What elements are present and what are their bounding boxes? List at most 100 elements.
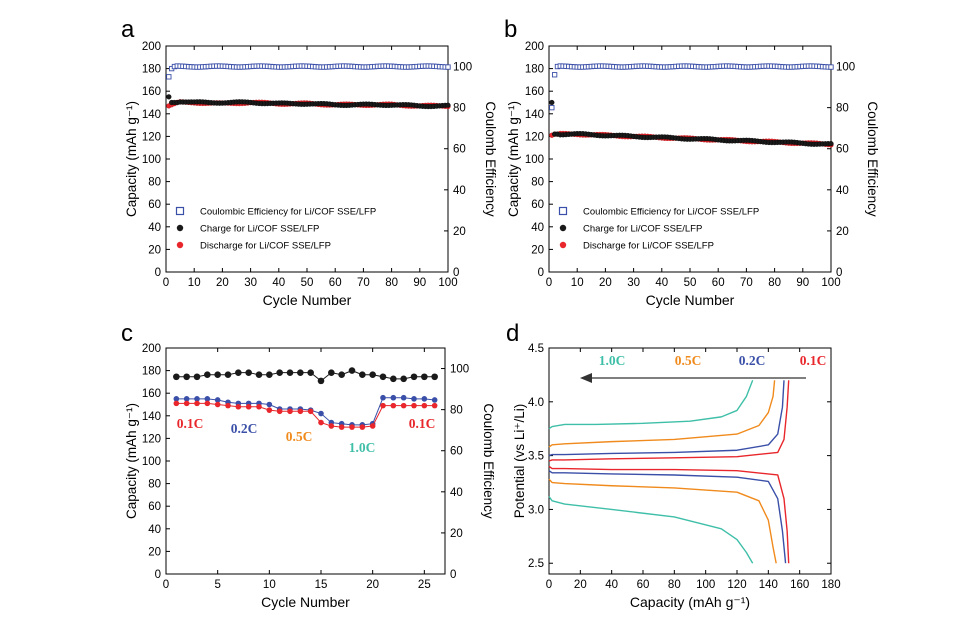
x-tick-label: 25 (418, 579, 431, 591)
plot-frame (548, 45, 832, 273)
x-tick-label: 0 (163, 277, 169, 289)
x-tick-label: 60 (637, 579, 650, 591)
x-axis-label: Capacity (mAh g⁻¹) (630, 594, 750, 610)
x-tick-label: 120 (727, 579, 746, 591)
y-tick-label: 160 (142, 388, 161, 400)
y-tick-label: 200 (142, 343, 161, 355)
x-tick-label: 100 (696, 579, 715, 591)
charge-curve (548, 380, 785, 457)
data-point (235, 369, 242, 376)
data-point (193, 373, 201, 381)
y-tick-label: 140 (525, 109, 544, 121)
data-point (410, 373, 418, 381)
x-tick-label: 60 (329, 277, 342, 289)
x-tick-label: 70 (357, 277, 370, 289)
y-tick-label: 20 (148, 244, 161, 256)
y-tick-label: 40 (148, 524, 161, 536)
rate-label: 0.1C (800, 353, 827, 368)
legend: Coulombic Efficiency for Li/COF SSE/LFP C… (175, 207, 376, 252)
x-tick-label: 5 (214, 579, 220, 591)
x-tick-label: 0 (546, 579, 552, 591)
discharge-curve (548, 478, 777, 564)
data-point (194, 396, 200, 402)
data-point (276, 369, 283, 376)
rate-annotation: 1.0C (349, 440, 376, 455)
x-tick-label: 40 (655, 277, 668, 289)
data-point (349, 424, 355, 430)
y-tick-label: 4.5 (528, 343, 544, 355)
data-point (224, 371, 232, 379)
y-tick-label: 160 (142, 86, 161, 98)
y-tick-label: 100 (142, 456, 161, 468)
data-point (431, 373, 438, 381)
data-point (266, 407, 273, 413)
data-point (380, 402, 386, 409)
y2-tick-label: 0 (450, 569, 456, 581)
y2-tick-label: 20 (453, 226, 466, 238)
y-tick-label: 100 (525, 154, 544, 166)
y-tick-label: 0 (155, 267, 161, 279)
data-point (431, 402, 438, 409)
plot-frame (165, 45, 449, 273)
rate-annotation: 0.5C (286, 429, 313, 444)
series-0-1CC (548, 380, 790, 564)
x-tick-label: 40 (272, 277, 285, 289)
data-point (390, 394, 397, 401)
y-tick-label: 20 (148, 546, 161, 558)
x-tick-label: 90 (413, 277, 426, 289)
data-point (256, 403, 262, 410)
data-point (166, 74, 172, 80)
series-1-0CC (548, 380, 754, 564)
data-point (307, 408, 314, 415)
data-point (204, 371, 211, 379)
data-point (266, 401, 273, 408)
y-tick-label: 0 (538, 267, 544, 279)
panel-label: a (121, 16, 135, 43)
x-tick-label: 30 (627, 277, 640, 289)
data-point (549, 99, 555, 106)
x-tick-label: 100 (438, 277, 457, 289)
data-point (421, 396, 428, 402)
x-tick-label: 50 (301, 277, 314, 289)
y-tick-label: 180 (142, 64, 161, 76)
data-point (380, 394, 386, 401)
x-tick-label: 60 (712, 277, 725, 289)
y2-tick-label: 60 (453, 144, 466, 156)
x-tick-label: 30 (244, 277, 257, 289)
rate-label: 0.5C (675, 353, 702, 368)
data-point (235, 403, 242, 410)
y-tick-label: 120 (142, 433, 161, 445)
y2-tick-label: 40 (836, 185, 849, 197)
data-point (183, 396, 190, 402)
series-coulombic (549, 63, 834, 111)
data-point (411, 402, 417, 409)
y2-tick-label: 0 (836, 267, 842, 279)
x-tick-label: 15 (315, 579, 328, 591)
y2-axis-label: Coulomb Efficiency (865, 101, 880, 217)
x-tick-label: 80 (668, 579, 681, 591)
x-tick-label: 20 (366, 579, 379, 591)
y-tick-label: 180 (525, 64, 544, 76)
x-tick-label: 40 (605, 579, 618, 591)
x-tick-label: 180 (821, 579, 840, 591)
x-tick-label: 70 (740, 277, 753, 289)
y2-tick-label: 80 (453, 103, 466, 115)
x-tick-label: 20 (216, 277, 229, 289)
y2-tick-label: 20 (836, 226, 849, 238)
y-tick-label: 0 (155, 569, 161, 581)
legend-marker (558, 206, 568, 216)
data-point (359, 371, 366, 379)
y-tick-label: 20 (531, 244, 544, 256)
y-axis-label: Potential (vs Li⁺/Li) (512, 404, 527, 518)
y-tick-label: 40 (148, 222, 161, 234)
series-discharge (173, 400, 438, 430)
y2-tick-label: 100 (836, 62, 855, 74)
y-tick-label: 40 (531, 222, 544, 234)
data-point (318, 410, 324, 417)
legend-entry: Charge for Li/COF SSE/LFP (583, 224, 702, 235)
x-tick-label: 80 (385, 277, 398, 289)
y-tick-label: 60 (531, 199, 544, 211)
data-point (348, 367, 356, 374)
y2-tick-label: 60 (836, 144, 849, 156)
